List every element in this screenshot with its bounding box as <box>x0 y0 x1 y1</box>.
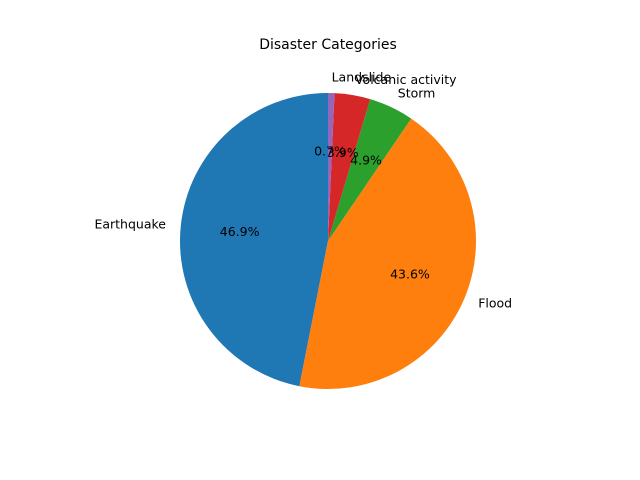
slice-percent-earthquake: 46.9% <box>220 224 260 239</box>
slice-percent-flood: 43.6% <box>390 267 430 282</box>
slice-label-earthquake: Earthquake <box>94 217 166 232</box>
slice-percent-volcanic-activity: 3.9% <box>327 145 359 160</box>
pie-slice-storm <box>328 99 412 241</box>
pie-labels: Earthquake 46.9% Flood 43.6% Storm 4.9% Volcan… <box>94 70 512 311</box>
pie-slice-earthquake <box>179 93 328 387</box>
pie-slice-landslide <box>328 93 335 241</box>
slice-label-landslide: Landslide <box>332 70 392 85</box>
slice-label-storm: Storm <box>398 85 436 100</box>
slice-label-volcanic-activity: Volcanic activity <box>355 72 457 87</box>
slice-percent-landslide: 0.7% <box>314 144 346 159</box>
slice-label-flood: Flood <box>478 295 512 310</box>
chart-title: Disaster Categories <box>259 37 397 53</box>
pie-slices <box>179 93 477 389</box>
pie-slice-flood <box>299 118 477 389</box>
slice-percent-storm: 4.9% <box>350 152 382 167</box>
pie-slice-volcanic-activity <box>328 93 371 241</box>
